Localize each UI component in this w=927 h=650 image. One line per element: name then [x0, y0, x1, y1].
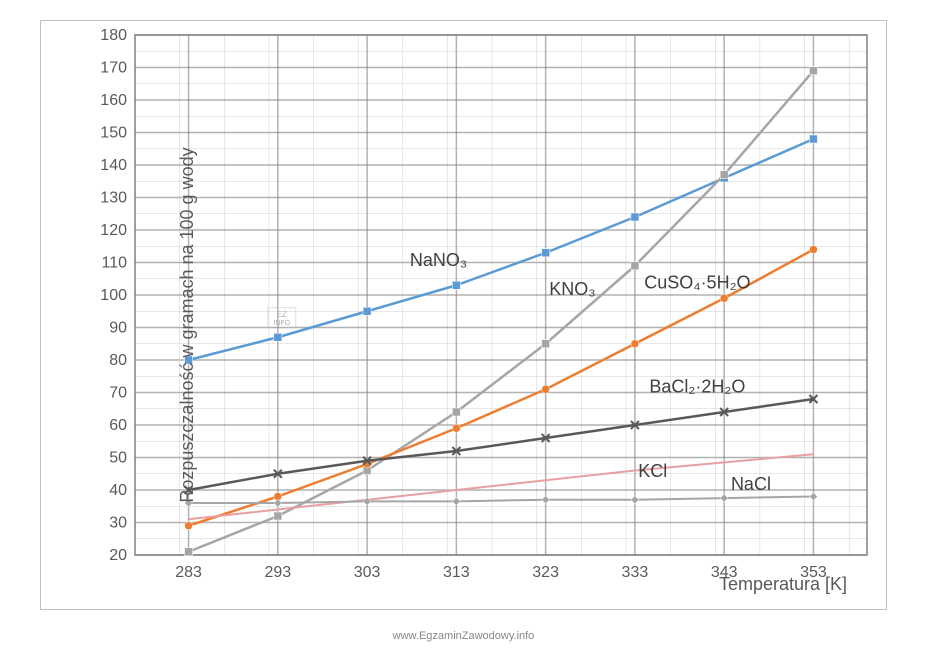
x-tick-label: 333: [622, 564, 649, 581]
y-tick-label: 80: [109, 352, 127, 369]
ez-box-sublabel: INFO: [273, 320, 290, 327]
chart-svg: 20 30 40 50 60 70 80 90 100 110 120 130 140 150 160 170…: [40, 20, 887, 610]
series-label-NaNO3: NaNO₃: [410, 250, 467, 270]
y-tick-label: 90: [109, 320, 127, 337]
series-label-NaCl: NaCl: [731, 474, 771, 494]
y-tick-label: 130: [100, 190, 127, 207]
series-label-BaCl2_2H2O: BaCl₂·2H₂O: [649, 377, 745, 397]
y-tick-label: 120: [100, 222, 127, 239]
y-tick-label: 160: [100, 92, 127, 109]
x-tick-label: 323: [532, 564, 559, 581]
y-tick-label: 110: [101, 255, 127, 272]
ez-box-label: EZ: [277, 310, 287, 319]
y-tick-label: 50: [109, 450, 127, 467]
y-tick-label: 170: [100, 60, 127, 77]
y-axis-label: Rozpuszczalność w gramach na 100 g wody: [177, 147, 198, 502]
x-tick-label: 293: [264, 564, 291, 581]
x-axis-label: Temperatura [K]: [719, 574, 847, 595]
y-tick-label: 150: [100, 125, 127, 142]
y-tick-label: 70: [109, 385, 127, 402]
y-tick-label: 60: [109, 417, 127, 434]
series-label-CuSO4_5H2O: CuSO₄·5H₂O: [644, 273, 750, 293]
chart-wrap: 20 30 40 50 60 70 80 90 100 110 120 130 140 150 160 170…: [0, 0, 927, 650]
x-tick-label: 313: [443, 564, 470, 581]
x-tick-label: 303: [354, 564, 381, 581]
x-tick-label: 283: [175, 564, 202, 581]
y-tick-label: 180: [100, 27, 127, 44]
y-tick-label: 30: [109, 515, 127, 532]
y-tick-label: 20: [109, 547, 127, 564]
series-label-KCl: KCl: [638, 461, 667, 481]
series-label-KNO3: KNO₃: [549, 279, 595, 299]
y-tick-label: 140: [100, 157, 127, 174]
y-tick-label: 100: [100, 287, 127, 304]
y-tick-label: 40: [109, 482, 127, 499]
watermark: www.EgzaminZawodowy.info: [0, 630, 927, 642]
